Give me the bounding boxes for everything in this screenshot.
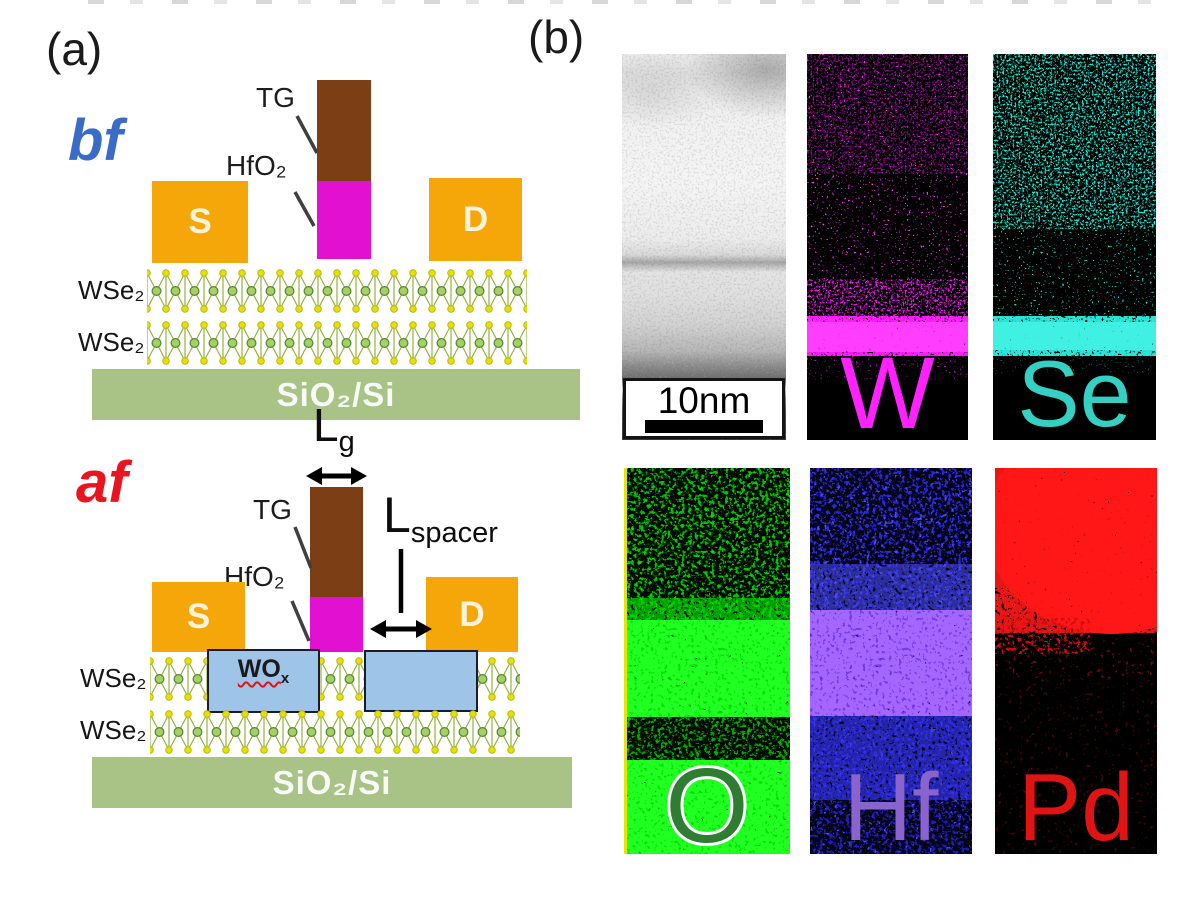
bf-source-label: S: [188, 202, 212, 241]
af-source-label: S: [186, 597, 211, 636]
scale-bar: [645, 420, 763, 433]
o-map-yellow-edge: [624, 468, 628, 854]
af-hfo2-oxide: [310, 597, 363, 652]
bf-hfo2-oxide: [317, 181, 371, 259]
bf-substrate: SiO₂/Si: [92, 369, 580, 420]
panel-a-label: (a): [46, 23, 103, 75]
eds-map-o-plot: O: [624, 468, 790, 854]
bf-tag: bf: [68, 108, 123, 173]
af-wse2-label-2: WSe₂: [80, 715, 147, 745]
eds-map-se: Se: [993, 54, 1156, 440]
af-tag: af: [76, 450, 128, 515]
gate-length-label: Lg: [313, 399, 355, 457]
eds-map-se-element-label: Se: [1017, 341, 1131, 440]
eds-map-se-plot: Se: [993, 54, 1156, 440]
eds-map-w-element-label: W: [840, 337, 935, 440]
wox-region-left: WOx: [207, 649, 320, 713]
bf-tg-label: TG: [256, 82, 295, 113]
af-drain-label: D: [459, 594, 485, 634]
scale-bar-text: 10nm: [657, 380, 751, 421]
af-drain-contact: D: [426, 577, 518, 652]
gate-length-main: L: [313, 399, 339, 451]
bf-top-gate: [317, 80, 371, 181]
tem-image: 10nm: [622, 54, 786, 440]
bf-wse2-layer1: [147, 264, 527, 319]
af-source-contact: S: [152, 582, 245, 652]
scale-bar-box: 10nm: [623, 378, 785, 439]
bf-wse2-label-1: WSe₂: [78, 275, 145, 305]
gate-length-sub: g: [338, 426, 355, 458]
wox-label-sub: x: [280, 670, 290, 687]
bf-hfo2-label: HfO₂: [226, 150, 287, 181]
af-tg-label: TG: [253, 494, 292, 525]
af-top-gate: [310, 487, 363, 597]
bf-substrate-label: SiO₂/Si: [276, 375, 396, 413]
eds-map-w-plot: W: [807, 54, 968, 440]
eds-map-pd-plot: Pd: [995, 468, 1157, 854]
wox-label: WOx: [237, 655, 290, 687]
bf-wse2-label-2: WSe₂: [78, 327, 145, 357]
wox-label-main: WO: [237, 655, 281, 683]
bf-source-contact: S: [152, 181, 248, 263]
bf-drain-label: D: [462, 199, 489, 239]
cropped-edge-artifact: [88, 0, 1168, 4]
eds-map-hf-element-label: Hf: [844, 754, 939, 854]
eds-map-o-element-label: O: [665, 746, 748, 854]
eds-map-pd-element-label: Pd: [1018, 754, 1134, 854]
eds-map-pd: Pd: [995, 468, 1157, 854]
spacer-length-main: L: [383, 487, 411, 543]
spacer-length-label: Lspacer: [383, 487, 498, 548]
af-wse2-label-1: WSe₂: [80, 663, 147, 693]
af-substrate-label: SiO₂/Si: [272, 763, 392, 801]
af-wse2-layer2: [150, 705, 520, 757]
spacer-length-sub: spacer: [410, 517, 498, 549]
tem-noise-texture: [622, 54, 786, 440]
eds-map-o: O: [624, 468, 790, 854]
bf-wse2-layer2: [147, 316, 527, 369]
eds-map-hf: Hf: [810, 468, 972, 854]
af-substrate: SiO₂/Si: [92, 757, 572, 808]
eds-map-w: W: [807, 54, 968, 440]
eds-map-hf-plot: Hf: [810, 468, 972, 854]
panel-b-label: (b): [528, 11, 585, 63]
bf-drain-contact: D: [429, 178, 522, 261]
